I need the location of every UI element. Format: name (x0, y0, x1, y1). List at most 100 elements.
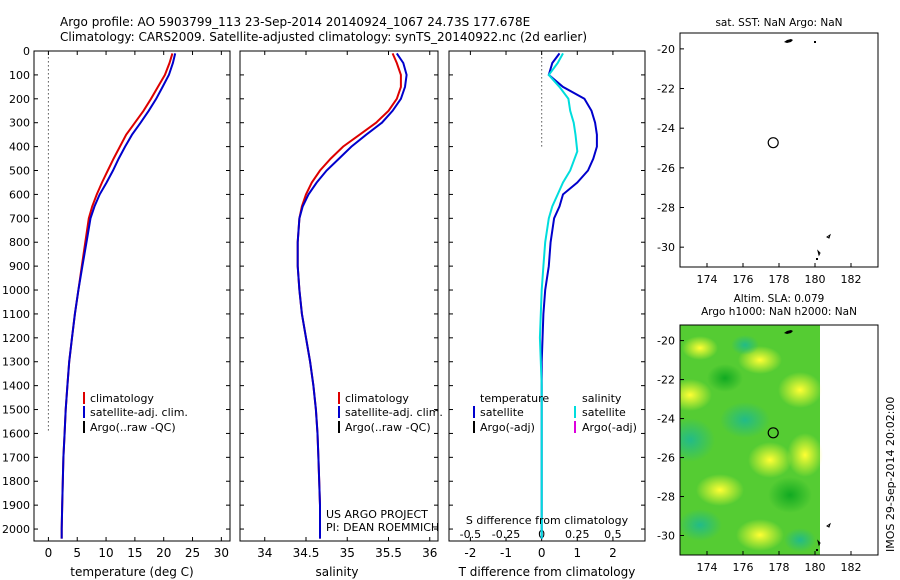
m2-lat-tick-label: -26 (657, 452, 675, 465)
depth-tick-label: 2000 (2, 523, 30, 536)
sal-series-climatology (296, 52, 402, 539)
temp-xtick-label: 10 (98, 546, 113, 560)
m1-lat-tick-label: -30 (657, 241, 675, 254)
depth-tick-label: 200 (9, 93, 30, 106)
salinity-panel: 34 34.5 35 35.5 36 salinity climatology sate… (239, 50, 443, 579)
sal-legend-argo: Argo(..raw -QC) (345, 421, 431, 434)
temperature-legend: climatology satellite-adj. clim. Argo(..… (83, 392, 188, 434)
s-diff-tick-label: -0.5 (460, 528, 481, 541)
imos-credit: IMOS 29-Sep-2014 20:02:00 (884, 397, 897, 552)
m2-lat-tick-label: -20 (657, 335, 675, 348)
diff-xtick-label: -1 (500, 546, 512, 560)
diff-series-satellite-temperature (540, 52, 598, 539)
m1-lon-tick-label: 176 (733, 273, 754, 286)
sst-map-float-marker (767, 137, 779, 149)
diff-legend-sal-satellite: satellite (582, 406, 626, 419)
sst-map-frame (679, 32, 879, 268)
depth-tick-label: 1400 (2, 380, 30, 393)
depth-tick-label: 700 (9, 212, 30, 225)
diff-legend-temp-satellite: satellite (480, 406, 524, 419)
diff-legend-salinity-title: salinity (582, 392, 622, 405)
m2-lat-tick-label: -24 (657, 413, 675, 426)
temperature-xlabel: temperature (deg C) (70, 565, 193, 579)
diff-legend-temperature-title: temperature (480, 392, 549, 405)
temp-legend-satellite: satellite-adj. clim. (90, 406, 188, 419)
salinity-legend: climatology satellite-adj. clim. Argo(..… (338, 392, 443, 434)
temp-xtick-label: 30 (214, 546, 229, 560)
sla-map-islands (784, 330, 831, 551)
temp-xtick-label: 15 (127, 546, 142, 560)
diff-series-satellite-salinity (538, 52, 579, 539)
diff-legend-temp-argo: Argo(-adj) (480, 421, 535, 434)
temp-xtick-label: 5 (73, 546, 81, 560)
m2-lon-tick-label: 178 (769, 561, 790, 574)
header-line1: Argo profile: AO 5903799_113 23-Sep-2014… (60, 15, 530, 29)
difference-frame (448, 50, 646, 542)
m1-lat-tick-label: -24 (657, 122, 675, 135)
sal-series-satellite-adj-clim- (296, 52, 408, 539)
m2-lat-tick-label: -28 (657, 491, 675, 504)
sst-map: sat. SST: NaN Argo: NaN 174 176 178 180 182 -… (657, 17, 879, 286)
difference-legend: temperature satellite Argo(-adj) salinit… (473, 392, 637, 434)
depth-tick-label: 1300 (2, 356, 30, 369)
temp-legend-climatology: climatology (90, 392, 154, 405)
depth-tick-label: 1000 (2, 284, 30, 297)
depth-tick-label: 900 (9, 260, 30, 273)
temp-series-satellite-adj-clim- (60, 53, 177, 539)
depth-tick-label: 800 (9, 236, 30, 249)
sal-xtick-label: 35 (340, 546, 355, 560)
sst-map-islands (784, 39, 831, 260)
depth-tick-label: 400 (9, 141, 30, 154)
s-diff-tick-label: -0.25 (492, 528, 520, 541)
diff-legend-sal-argo: Argo(-adj) (582, 421, 637, 434)
depth-tick-label: 1900 (2, 499, 30, 512)
sal-legend-climatology: climatology (345, 392, 409, 405)
m2-lon-tick-label: 182 (841, 561, 862, 574)
m2-lon-tick-label: 174 (697, 561, 718, 574)
m2-lat-tick-label: -30 (657, 530, 675, 543)
temp-xtick-label: 20 (156, 546, 171, 560)
m2-lon-tick-label: 180 (805, 561, 826, 574)
m1-lat-tick-label: -22 (657, 83, 675, 96)
m1-lon-tick-label: 180 (805, 273, 826, 286)
t-difference-xlabel: T difference from climatology (458, 565, 636, 579)
sal-legend-satellite: satellite-adj. clim. (345, 406, 443, 419)
difference-panel: -2 -1 0 1 2 -0.5 -0.25 0 0.25 0.5 T difference f… (448, 50, 646, 579)
diff-xtick-label: -2 (464, 546, 476, 560)
depth-tick-label: 100 (9, 69, 30, 82)
diff-xtick-label: 1 (573, 546, 581, 560)
temperature-panel: 0100200300400500600700800900100011001200… (2, 45, 231, 579)
sla-heatmap (680, 325, 823, 555)
s-difference-label: S difference from climatology (466, 514, 629, 527)
salinity-frame (239, 50, 439, 542)
s-diff-tick-label: 0.5 (604, 528, 622, 541)
m2-lat-tick-label: -22 (657, 374, 675, 387)
depth-tick-label: 1600 (2, 427, 30, 440)
sla-map-float-marker (767, 427, 779, 439)
s-diff-tick-label: 0.25 (565, 528, 590, 541)
depth-tick-label: 1800 (2, 475, 30, 488)
salinity-xlabel: salinity (315, 565, 358, 579)
m2-lon-tick-label: 176 (733, 561, 754, 574)
m1-lon-tick-label: 174 (697, 273, 718, 286)
diff-xtick-label: 2 (609, 546, 617, 560)
depth-tick-label: 0 (23, 45, 30, 58)
depth-tick-label: 1100 (2, 308, 30, 321)
temp-xtick-label: 0 (45, 546, 53, 560)
temperature-frame (33, 50, 231, 542)
sla-map-title1: Altim. SLA: 0.079 (734, 293, 825, 305)
depth-tick-label: 1500 (2, 404, 30, 417)
sla-map-title2: Argo h1000: NaN h2000: NaN (701, 306, 857, 318)
diff-xtick-label: 0 (538, 546, 546, 560)
sal-xtick-label: 36 (422, 546, 437, 560)
m1-lat-tick-label: -20 (657, 43, 675, 56)
m1-lat-tick-label: -26 (657, 162, 675, 175)
depth-tick-label: 300 (9, 117, 30, 130)
sla-map: Altim. SLA: 0.079 Argo h1000: NaN h2000:… (657, 293, 879, 574)
project-line2: PI: DEAN ROEMMICH (326, 521, 439, 534)
sst-map-title: sat. SST: NaN Argo: NaN (715, 17, 842, 29)
depth-tick-label: 500 (9, 165, 30, 178)
m1-lat-tick-label: -28 (657, 202, 675, 215)
depth-tick-label: 1700 (2, 451, 30, 464)
